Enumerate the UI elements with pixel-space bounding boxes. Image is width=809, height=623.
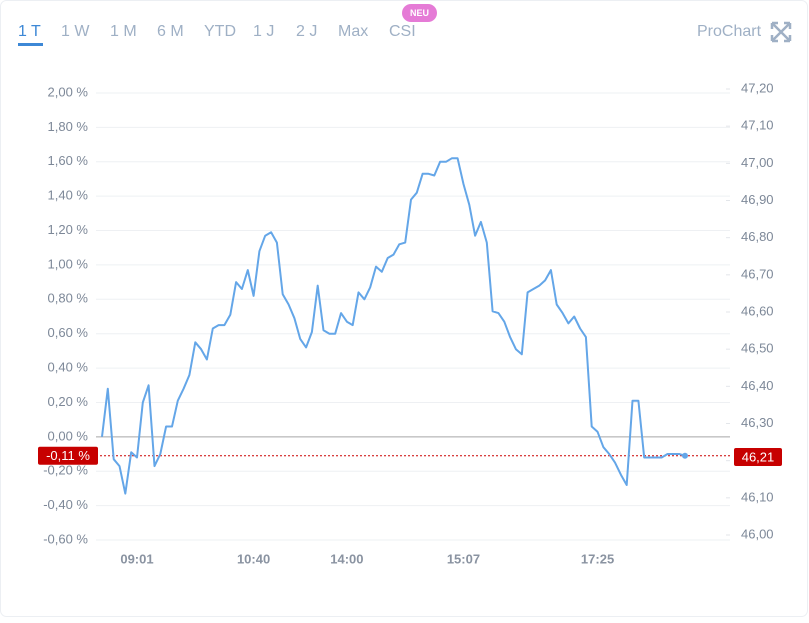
y2-tick-label: 46,60 bbox=[741, 303, 774, 318]
y-tick-label: 0,40 % bbox=[48, 360, 89, 375]
x-tick-label: 09:01 bbox=[120, 551, 153, 566]
price-line bbox=[101, 157, 686, 495]
y-tick-label: 0,00 % bbox=[48, 428, 89, 443]
y-tick-label: 1,40 % bbox=[48, 188, 89, 203]
y2-tick-label: 46,10 bbox=[741, 489, 774, 504]
y2-tick-label: 46,90 bbox=[741, 192, 774, 207]
y2-tick-label: 46,80 bbox=[741, 229, 774, 244]
y2-tick-label: 47,10 bbox=[741, 118, 774, 133]
y-tick-label: 0,20 % bbox=[48, 394, 89, 409]
tab[interactable]: 6 M bbox=[157, 23, 184, 40]
y-tick-label: 0,80 % bbox=[48, 291, 89, 306]
x-tick-label: 15:07 bbox=[447, 551, 480, 566]
y-tick-label: -0,40 % bbox=[43, 497, 88, 512]
y2-tick-label: 46,40 bbox=[741, 378, 774, 393]
tab[interactable]: YTD bbox=[204, 23, 236, 40]
y-tick-label: 0,60 % bbox=[48, 325, 89, 340]
current-label-bg bbox=[38, 446, 98, 465]
tab[interactable]: CSI bbox=[389, 23, 416, 40]
tab[interactable]: 1 M bbox=[110, 23, 137, 40]
y-tick-label: 2,00 % bbox=[48, 84, 89, 99]
tab[interactable]: 1 J bbox=[253, 23, 274, 40]
prochart-button[interactable]: ProChart bbox=[697, 23, 762, 40]
x-tick-label: 17:25 bbox=[581, 551, 614, 566]
x-tick-label: 10:40 bbox=[237, 551, 270, 566]
y-tick-label: 1,60 % bbox=[48, 153, 89, 168]
x-tick-label: 14:00 bbox=[330, 551, 363, 566]
tab[interactable]: 1 W bbox=[61, 23, 90, 40]
y2-tick-label: 47,20 bbox=[741, 80, 774, 95]
expand-icon[interactable] bbox=[770, 21, 792, 43]
badge: NEU bbox=[410, 8, 429, 18]
current-price-label: 46,21 bbox=[742, 449, 775, 464]
y2-tick-label: 46,50 bbox=[741, 341, 774, 356]
y-tick-label: -0,60 % bbox=[43, 531, 88, 546]
y-tick-label: -0,20 % bbox=[43, 463, 88, 478]
y2-tick-label: 46,70 bbox=[741, 266, 774, 281]
current-price-bg bbox=[734, 447, 782, 466]
y-tick-label: 1,80 % bbox=[48, 119, 89, 134]
badge-bg bbox=[402, 4, 437, 22]
y2-tick-label: 46,00 bbox=[741, 526, 774, 541]
current-label: -0,11 % bbox=[46, 448, 90, 463]
tab[interactable]: Max bbox=[338, 23, 368, 40]
y2-tick-label: 47,00 bbox=[741, 155, 774, 170]
y-tick-label: 1,20 % bbox=[48, 222, 89, 237]
tab[interactable]: 2 J bbox=[296, 23, 317, 40]
tab[interactable]: 1 T bbox=[18, 23, 41, 40]
y-tick-label: 1,00 % bbox=[48, 256, 89, 271]
tab-underline bbox=[18, 43, 43, 46]
y2-tick-label: 46,30 bbox=[741, 415, 774, 430]
last-point bbox=[682, 452, 688, 459]
